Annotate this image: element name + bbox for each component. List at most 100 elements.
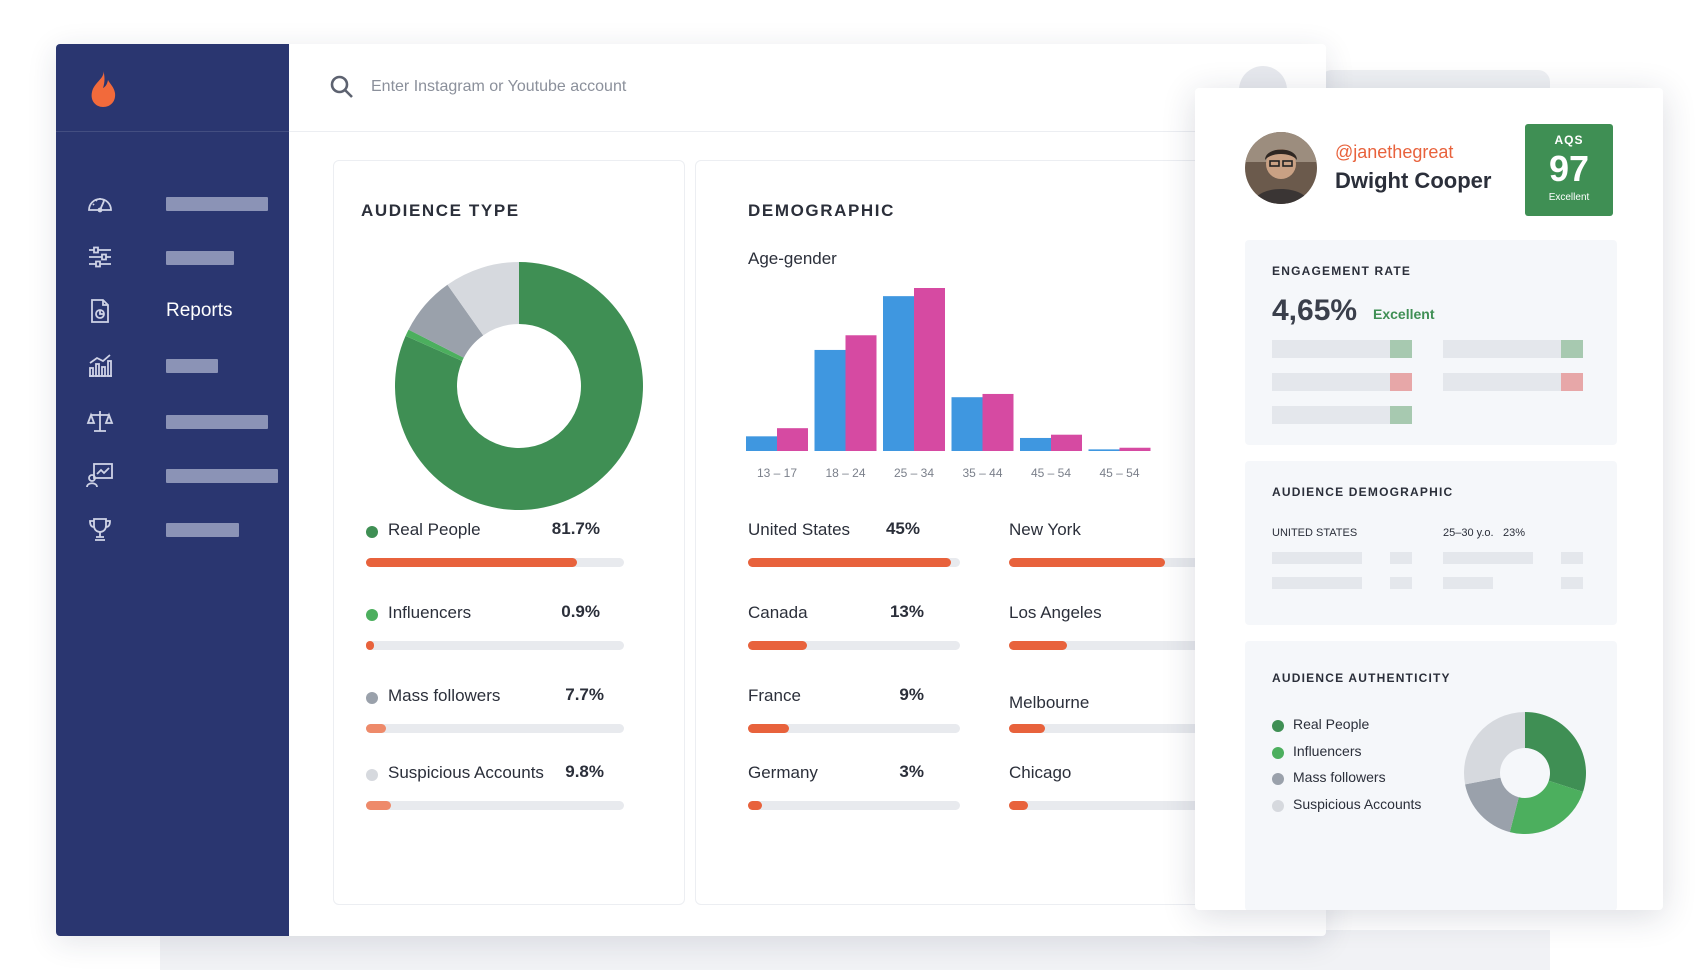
progress-fill (748, 641, 807, 650)
legend-dot (1272, 773, 1284, 785)
progress-fill (1009, 801, 1029, 810)
progress-fill (748, 724, 789, 733)
metric-placeholder (1272, 340, 1412, 358)
progress-track (1009, 558, 1249, 567)
country-name: Germany (748, 763, 818, 782)
logo-area (56, 44, 289, 132)
audience-type-row: Suspicious Accounts 9.8% (366, 761, 626, 821)
donut-slice-0 (1525, 712, 1586, 792)
audience-type-row: Real People 81.7% (366, 518, 626, 578)
progress-track (366, 641, 624, 650)
age-bar (1119, 447, 1151, 451)
audience-type-percent: 0.9% (561, 602, 600, 621)
authenticity-donut-chart (1464, 712, 1586, 834)
sliders-icon (89, 246, 111, 268)
audience-type-row: Influencers 0.9% (366, 601, 626, 661)
flame-logo-icon[interactable] (86, 68, 120, 108)
engagement-rate-value: 4,65% (1272, 294, 1358, 327)
audience-type-name: Influencers (388, 603, 472, 622)
sidebar-item-analytics[interactable] (86, 350, 276, 380)
age-tick-label: 45 – 54 (1099, 466, 1139, 480)
profile-handle[interactable]: @janethegreat (1335, 142, 1454, 162)
age-bar (845, 335, 877, 451)
audience-type-percent: 9.8% (565, 762, 604, 781)
age-tick-label: 45 – 54 (1031, 466, 1071, 480)
legend-label: Influencers (1293, 742, 1362, 759)
sidebar-item-rankings[interactable] (86, 514, 276, 544)
sidebar-item-label-placeholder (166, 469, 278, 483)
progress-fill (1009, 724, 1045, 733)
country-percent: 9% (899, 685, 924, 704)
legend-dot (1272, 799, 1284, 812)
metric-placeholder (1272, 373, 1412, 391)
top-bar (289, 44, 1326, 132)
donut-slice-1 (1509, 780, 1584, 834)
age-tick-label: 25 – 34 (894, 466, 934, 480)
engagement-quality: Excellent (1373, 306, 1435, 322)
age-bar (777, 428, 808, 451)
report-icon (91, 299, 109, 323)
legend-dot (1272, 720, 1284, 732)
age-bar (982, 393, 1014, 451)
age-bar (1020, 437, 1051, 451)
country-name: France (748, 686, 801, 705)
progress-fill (748, 558, 952, 567)
audience-type-name: Mass followers (388, 686, 501, 705)
value-placeholder (1272, 552, 1362, 564)
country-percent: 45% (885, 519, 920, 538)
panel-title: ENGAGEMENT RATE (1272, 264, 1412, 278)
age-bar (951, 397, 983, 451)
country-name: Canada (748, 603, 808, 622)
progress-track (366, 558, 624, 567)
sidebar-item-dashboard[interactable] (86, 188, 276, 218)
sidebar-item-campaigns[interactable] (86, 460, 278, 490)
search-input[interactable] (371, 72, 791, 102)
country-row: France 9% (748, 684, 960, 744)
age-bar (746, 436, 777, 451)
sidebar-item-label: Reports (166, 300, 233, 321)
legend-dot (366, 769, 378, 781)
sidebar-item-label-placeholder (166, 523, 239, 537)
card-title: AUDIENCE TYPE (361, 201, 520, 220)
age-bar (1051, 434, 1082, 451)
progress-fill (366, 801, 392, 810)
donut-slice-2 (408, 284, 484, 358)
search-icon[interactable] (329, 74, 355, 100)
profile-avatar[interactable] (1245, 132, 1317, 204)
country-name: United States (748, 520, 851, 539)
progress-fill (366, 558, 577, 567)
sidebar-item-filters[interactable] (86, 242, 276, 272)
aqs-score: 97 (1548, 148, 1590, 189)
sidebar: Reports (56, 44, 289, 936)
panel-title: AUDIENCE DEMOGRAPHIC (1272, 485, 1454, 499)
legend-dot (1272, 746, 1284, 759)
value-placeholder (1561, 552, 1583, 564)
legend-label: Suspicious Accounts (1293, 795, 1422, 812)
progress-fill (1009, 558, 1165, 567)
city-name: Melbourne (1009, 693, 1090, 712)
value-placeholder (1443, 552, 1533, 564)
city-name: New York (1009, 520, 1081, 539)
age-tick-label: 13 – 17 (757, 466, 797, 480)
dashboard-icon (88, 198, 112, 213)
value-placeholder (1561, 577, 1583, 589)
metric-placeholder (1443, 340, 1583, 358)
age-bar (883, 296, 914, 451)
sidebar-item-compare[interactable] (86, 406, 276, 436)
progress-track (1009, 724, 1249, 733)
demographic-age: 25–30 y.o. (1443, 527, 1494, 539)
city-row: Melbourne (1009, 691, 1249, 751)
profile-card: @janethegreat Dwight Cooper AQS 97 Excel… (1195, 88, 1663, 910)
sidebar-item-label-placeholder (166, 359, 218, 373)
progress-track (366, 724, 624, 733)
progress-fill (748, 801, 762, 810)
age-tick-label: 18 – 24 (825, 466, 865, 480)
audience-authenticity-panel: AUDIENCE AUTHENTICITY Real People Influen… (1245, 641, 1617, 910)
age-gender-bar-chart: 13 – 17 18 – 24 25 – 34 35 – 44 45 – 54 45 – … (746, 288, 1151, 480)
sidebar-item-reports[interactable]: Reports (86, 296, 276, 326)
country-row: Canada 13% (748, 601, 960, 661)
city-row: New York (1009, 518, 1249, 578)
progress-track (748, 641, 960, 650)
metric-placeholder (1272, 406, 1412, 424)
